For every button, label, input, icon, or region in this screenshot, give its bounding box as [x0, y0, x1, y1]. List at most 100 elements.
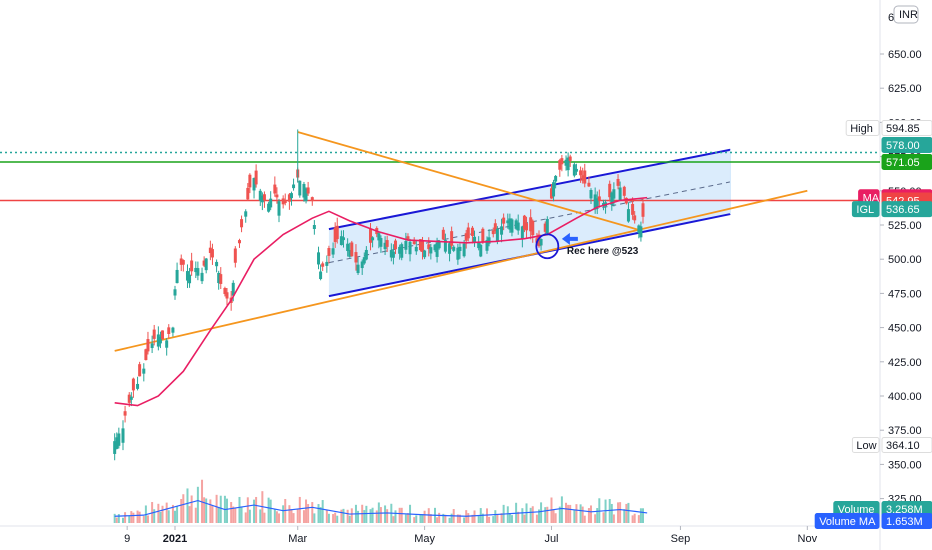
volume-bar: [525, 503, 528, 523]
y-tick-label-1: 350.00: [888, 459, 922, 471]
candle-body: [179, 258, 183, 265]
volume-bar: [379, 507, 382, 523]
volume-bar: [115, 517, 118, 523]
candle-body: [589, 189, 593, 199]
moving-average-line[interactable]: [114, 196, 648, 407]
price-label-1[interactable]: 578.00: [881, 137, 932, 153]
candle-body: [466, 227, 470, 239]
candle-body: [219, 274, 223, 284]
volume-bar: [567, 504, 570, 523]
price-label-value: 1.653M: [886, 516, 923, 528]
candle-body: [639, 226, 643, 238]
volume-bar: [363, 510, 366, 523]
candle-body: [514, 220, 518, 229]
volume-bar: [174, 510, 176, 523]
candle-body: [252, 178, 256, 191]
candle-body: [481, 228, 485, 243]
candle-body: [406, 236, 410, 240]
price-label-6[interactable]: 364.10 Low: [851, 437, 932, 453]
candle-body: [618, 187, 622, 201]
candle-body: [506, 220, 510, 224]
candle-body: [579, 170, 583, 176]
candle-body: [348, 250, 352, 257]
candle-body: [583, 170, 587, 184]
candle-body: [200, 272, 204, 282]
arrow-icon[interactable]: [561, 232, 578, 245]
candle-body: [470, 227, 474, 236]
volume-bar: [157, 503, 160, 523]
uptrend-line[interactable]: [114, 189, 808, 352]
volume-bar: [313, 513, 316, 523]
volume-bar: [642, 508, 644, 523]
volume-bar: [400, 507, 403, 523]
candle-body: [458, 246, 462, 251]
candle-body: [389, 250, 393, 258]
y-tick-label-4: 425.00: [888, 357, 922, 369]
candle-body: [525, 223, 529, 231]
currency-badge[interactable]: INR: [893, 5, 919, 24]
candle-body: [333, 227, 337, 242]
volume-bar: [317, 504, 320, 523]
volume-bar: [203, 497, 206, 523]
candle-body: [346, 243, 350, 251]
candle-body: [196, 268, 200, 276]
candle-body: [566, 157, 570, 171]
volume-bar: [215, 494, 218, 523]
candle-body: [275, 194, 279, 198]
candle-body: [350, 242, 354, 257]
volume-bar: [240, 506, 243, 523]
volume-bar: [334, 512, 337, 523]
channel-upper-line[interactable]: [328, 148, 731, 231]
price-label-5[interactable]: 536.65 IGL: [851, 201, 932, 218]
candle-body: [450, 231, 454, 246]
candle-body: [383, 242, 387, 250]
price-label-2[interactable]: 571.05: [881, 154, 932, 171]
volume-bar: [153, 509, 156, 523]
candle-body: [391, 251, 395, 258]
volume-bar: [244, 512, 247, 523]
volume-bar: [625, 503, 628, 523]
candle-body: [262, 194, 266, 201]
x-tick-label-5: Sep: [671, 533, 691, 545]
volume-bar: [288, 505, 291, 523]
volume-bar: [159, 511, 162, 523]
candle-body: [298, 180, 302, 196]
volume-bar: [558, 506, 561, 523]
candle-body: [595, 198, 599, 208]
candle-body: [393, 240, 397, 250]
volume-bar: [117, 514, 120, 523]
candle-body: [452, 246, 456, 251]
volume-bar: [529, 507, 532, 523]
volume-bar: [180, 498, 183, 523]
x-tick-label-6: Nov: [798, 533, 818, 545]
y-tick-label-3: 400.00: [888, 391, 922, 403]
volume-bar: [535, 514, 538, 523]
volume-bar: [327, 513, 330, 523]
volume-bar: [569, 504, 572, 523]
candle-body: [593, 194, 597, 210]
candle-body: [167, 327, 171, 334]
highlight-circle[interactable]: [535, 233, 560, 260]
y-tick-label-8: 525.00: [888, 220, 922, 232]
candle-body: [597, 196, 601, 201]
candles: [113, 152, 645, 461]
candle-body: [418, 239, 422, 251]
candle-body: [626, 209, 630, 222]
y-tick-label-13: 650.00: [888, 49, 922, 61]
candle-body: [260, 195, 264, 203]
candle-body: [456, 247, 460, 260]
x-tick-label-2: Mar: [288, 533, 307, 545]
candle-body: [379, 237, 383, 247]
candle-body: [210, 249, 214, 258]
candle-body: [477, 241, 481, 249]
price-label-8[interactable]: 1.653M Volume MA: [814, 513, 932, 529]
volume-bar: [205, 498, 208, 523]
volume-bar: [406, 513, 409, 523]
price-label-0[interactable]: 594.85 High: [845, 120, 932, 136]
candle-body: [217, 272, 221, 284]
volume-bar: [602, 512, 605, 523]
candle-body: [194, 267, 198, 273]
